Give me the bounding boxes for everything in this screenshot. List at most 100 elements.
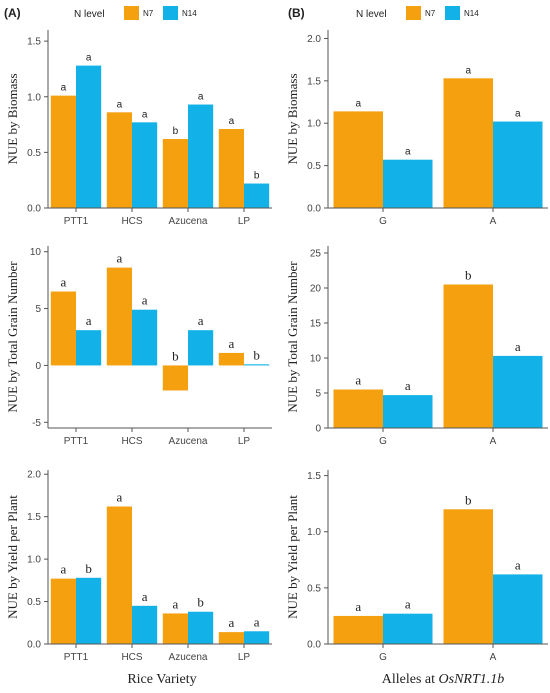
chart-b-r0-y-tick-label: 0.0: [307, 204, 321, 215]
chart-b-r1-bar-n7-g: [333, 389, 383, 428]
chart-a-r1-x-tick-label-ptt1: PTT1: [64, 436, 89, 447]
legend-a-swatch-n14: [163, 6, 178, 20]
chart-b-r1-y-tick-label: 5: [315, 389, 321, 400]
chart-a-r1-bar-n14-lp: [244, 364, 270, 366]
chart-a-r1-bar-n14-azucena: [188, 330, 214, 366]
chart-b-r0-y-tick-label: 1.0: [307, 119, 321, 130]
legend-a: N level N7 N14: [74, 6, 197, 20]
chart-b-r1-bar-n14-g: [383, 395, 433, 428]
chart-a-r0-x-tick-label-ptt1: PTT1: [64, 216, 89, 227]
chart-b-r1-bar-n14-a: [493, 355, 543, 428]
chart-a-r1-sig-label-n14-azucena: a: [198, 313, 204, 328]
panel-letter-a: (A): [4, 6, 21, 20]
chart-a-r2-x-tick-label-lp: LP: [238, 652, 251, 663]
chart-a-r1-sig-label-n7-lp: a: [229, 336, 235, 351]
legend-b-key-n7: N7: [425, 9, 436, 18]
chart-b-r2-bar-n14-a: [493, 574, 543, 644]
chart-a-r2-y-tick-label: 0.5: [27, 597, 41, 608]
chart-b-r0-bar-n7-a: [443, 78, 493, 208]
legend-a-title: N level: [74, 9, 105, 20]
chart-a-r2-y-tick-label: 1.5: [27, 512, 41, 523]
chart-a-yield: 0.0 0.5 1.0 1.5 2.0 a a a a b a b a PTT1 HCS Azucena LP N…: [5, 470, 272, 663]
legend-a-swatch-n7: [124, 6, 139, 20]
legend-b-swatch-n14: [445, 6, 460, 20]
chart-a-r0-sig-label-n14-azucena: a: [198, 92, 204, 103]
chart-a-r0-bar-n7-azucena: [162, 139, 188, 208]
chart-a-r1-x-tick-label-hcs: HCS: [121, 436, 142, 447]
chart-a-r2-sig-label-n7-lp: a: [229, 615, 235, 630]
chart-b-r1-y-tick-label: 20: [310, 284, 322, 295]
chart-b-yield: 0.0 0.5 1.0 1.5 a b a a G A NUE by Yield per Plant: [285, 470, 548, 663]
chart-a-r2-bar-n7-azucena: [162, 613, 188, 644]
x-axis-title-left: Rice Variety: [127, 672, 196, 687]
chart-a-r1-y-tick-label: 5: [35, 304, 41, 315]
chart-a-r2-bar-n14-azucena: [188, 611, 214, 644]
chart-b-r0-sig-label-n7-a: a: [465, 65, 471, 76]
chart-b-r1-y-tick-label: 0: [315, 424, 321, 435]
chart-b-r0-sig-label-n7-g: a: [355, 98, 361, 109]
chart-b-r2-y-tick-label: 0.0: [307, 640, 321, 651]
chart-b-r0-sig-label-n14-g: a: [405, 147, 411, 158]
chart-a-r0-sig-label-n7-azucena: b: [173, 126, 179, 137]
chart-b-r2-y-axis-title: NUE by Yield per Plant: [285, 495, 300, 619]
chart-a-r1-sig-label-n14-lp: b: [253, 347, 260, 362]
chart-a-r1-bar-n7-lp: [218, 352, 244, 366]
chart-b-r1-y-tick-label: 25: [310, 249, 322, 260]
chart-a-r2-y-tick-label: 0.0: [27, 640, 41, 651]
chart-a-r0-y-axis-title: NUE by Biomass: [5, 74, 20, 165]
chart-b-r0-y-tick-label: 0.5: [307, 161, 321, 172]
chart-b-r0-x-tick-label-g: G: [379, 216, 387, 227]
chart-b-biomass: 0.0 0.5 1.0 1.5 2.0 a a a a G A NUE by Biomass: [285, 30, 548, 227]
chart-b-r1-y-axis-title: NUE by Total Grain Number: [285, 261, 300, 413]
chart-b-r1-y-tick-label: 10: [310, 354, 322, 365]
chart-b-r1-sig-label-n7-a: b: [465, 268, 472, 283]
chart-a-r1-y-tick-label: 0: [35, 361, 41, 372]
chart-a-r1-sig-label-n7-ptt1: a: [61, 275, 67, 290]
chart-a-r0-bar-n14-lp: [244, 183, 270, 208]
chart-b-r0-sig-label-n14-a: a: [515, 109, 521, 120]
chart-a-r0-sig-label-n14-lp: b: [254, 171, 260, 182]
chart-a-r2-x-tick-label-azucena: Azucena: [169, 652, 208, 663]
chart-a-r2-x-tick-label-hcs: HCS: [121, 652, 142, 663]
chart-b-r0-bar-n7-g: [333, 111, 383, 208]
chart-a-r0-bar-n7-lp: [218, 129, 244, 208]
chart-a-r1-sig-label-n7-azucena: b: [172, 348, 179, 363]
panel-letter-b: (B): [288, 6, 305, 20]
chart-a-r1-bar-n7-ptt1: [50, 291, 76, 366]
chart-a-r2-y-tick-label: 2.0: [27, 470, 41, 481]
chart-a-r0-bar-n14-hcs: [132, 122, 158, 208]
chart-a-r0-bar-n14-azucena: [188, 104, 214, 208]
chart-b-grain-number: 0 5 10 15 20 25 a b a a G A NUE by Total Grain Numbe…: [285, 246, 548, 447]
chart-a-r1-y-axis-title: NUE by Total Grain Number: [5, 261, 20, 413]
chart-a-r2-y-axis-title: NUE by Yield per Plant: [5, 495, 20, 619]
chart-b-r2-bar-n14-g: [383, 613, 433, 644]
chart-a-r1-bar-n14-ptt1: [76, 330, 102, 366]
chart-b-r2-sig-label-n14-g: a: [405, 597, 411, 612]
chart-b-r2-bar-n7-a: [443, 509, 493, 644]
legend-b-title: N level: [356, 9, 387, 20]
legend-b-key-n14: N14: [464, 9, 479, 18]
chart-a-r0-sig-label-n14-ptt1: a: [86, 53, 92, 64]
chart-a-r0-sig-label-n14-hcs: a: [142, 109, 148, 120]
chart-a-r1-x-tick-label-azucena: Azucena: [169, 436, 208, 447]
chart-b-r0-y-tick-label: 1.5: [307, 76, 321, 87]
chart-a-r1-y-tick-label: -5: [32, 418, 41, 429]
chart-a-r2-sig-label-n7-azucena: a: [173, 596, 179, 611]
chart-b-r2-sig-label-n14-a: a: [515, 557, 521, 572]
chart-a-r1-sig-label-n14-ptt1: a: [86, 313, 92, 328]
chart-b-r2-sig-label-n7-g: a: [355, 599, 361, 614]
chart-b-r0-bar-n14-a: [493, 121, 543, 208]
chart-b-r1-x-tick-label-g: G: [379, 436, 387, 447]
chart-b-r2-x-tick-label-a: A: [490, 652, 497, 663]
chart-a-r2-y-tick-label: 1.0: [27, 555, 41, 566]
chart-a-r2-x-tick-label-ptt1: PTT1: [64, 652, 89, 663]
legend-b-swatch-n7: [406, 6, 421, 20]
chart-b-r2-y-tick-label: 1.0: [307, 527, 321, 538]
chart-a-r2-sig-label-n14-ptt1: b: [85, 561, 92, 576]
chart-b-r1-y-tick-label: 15: [310, 319, 322, 330]
chart-a-grain-number: -5 0 5 10 a a b a a a a b PTT1 HCS Azucena LP NUE by Tot…: [5, 246, 272, 447]
chart-a-r2-sig-label-n7-ptt1: a: [61, 562, 67, 577]
chart-a-r2-bar-n14-lp: [244, 631, 270, 644]
chart-a-r1-sig-label-n7-hcs: a: [117, 251, 123, 266]
